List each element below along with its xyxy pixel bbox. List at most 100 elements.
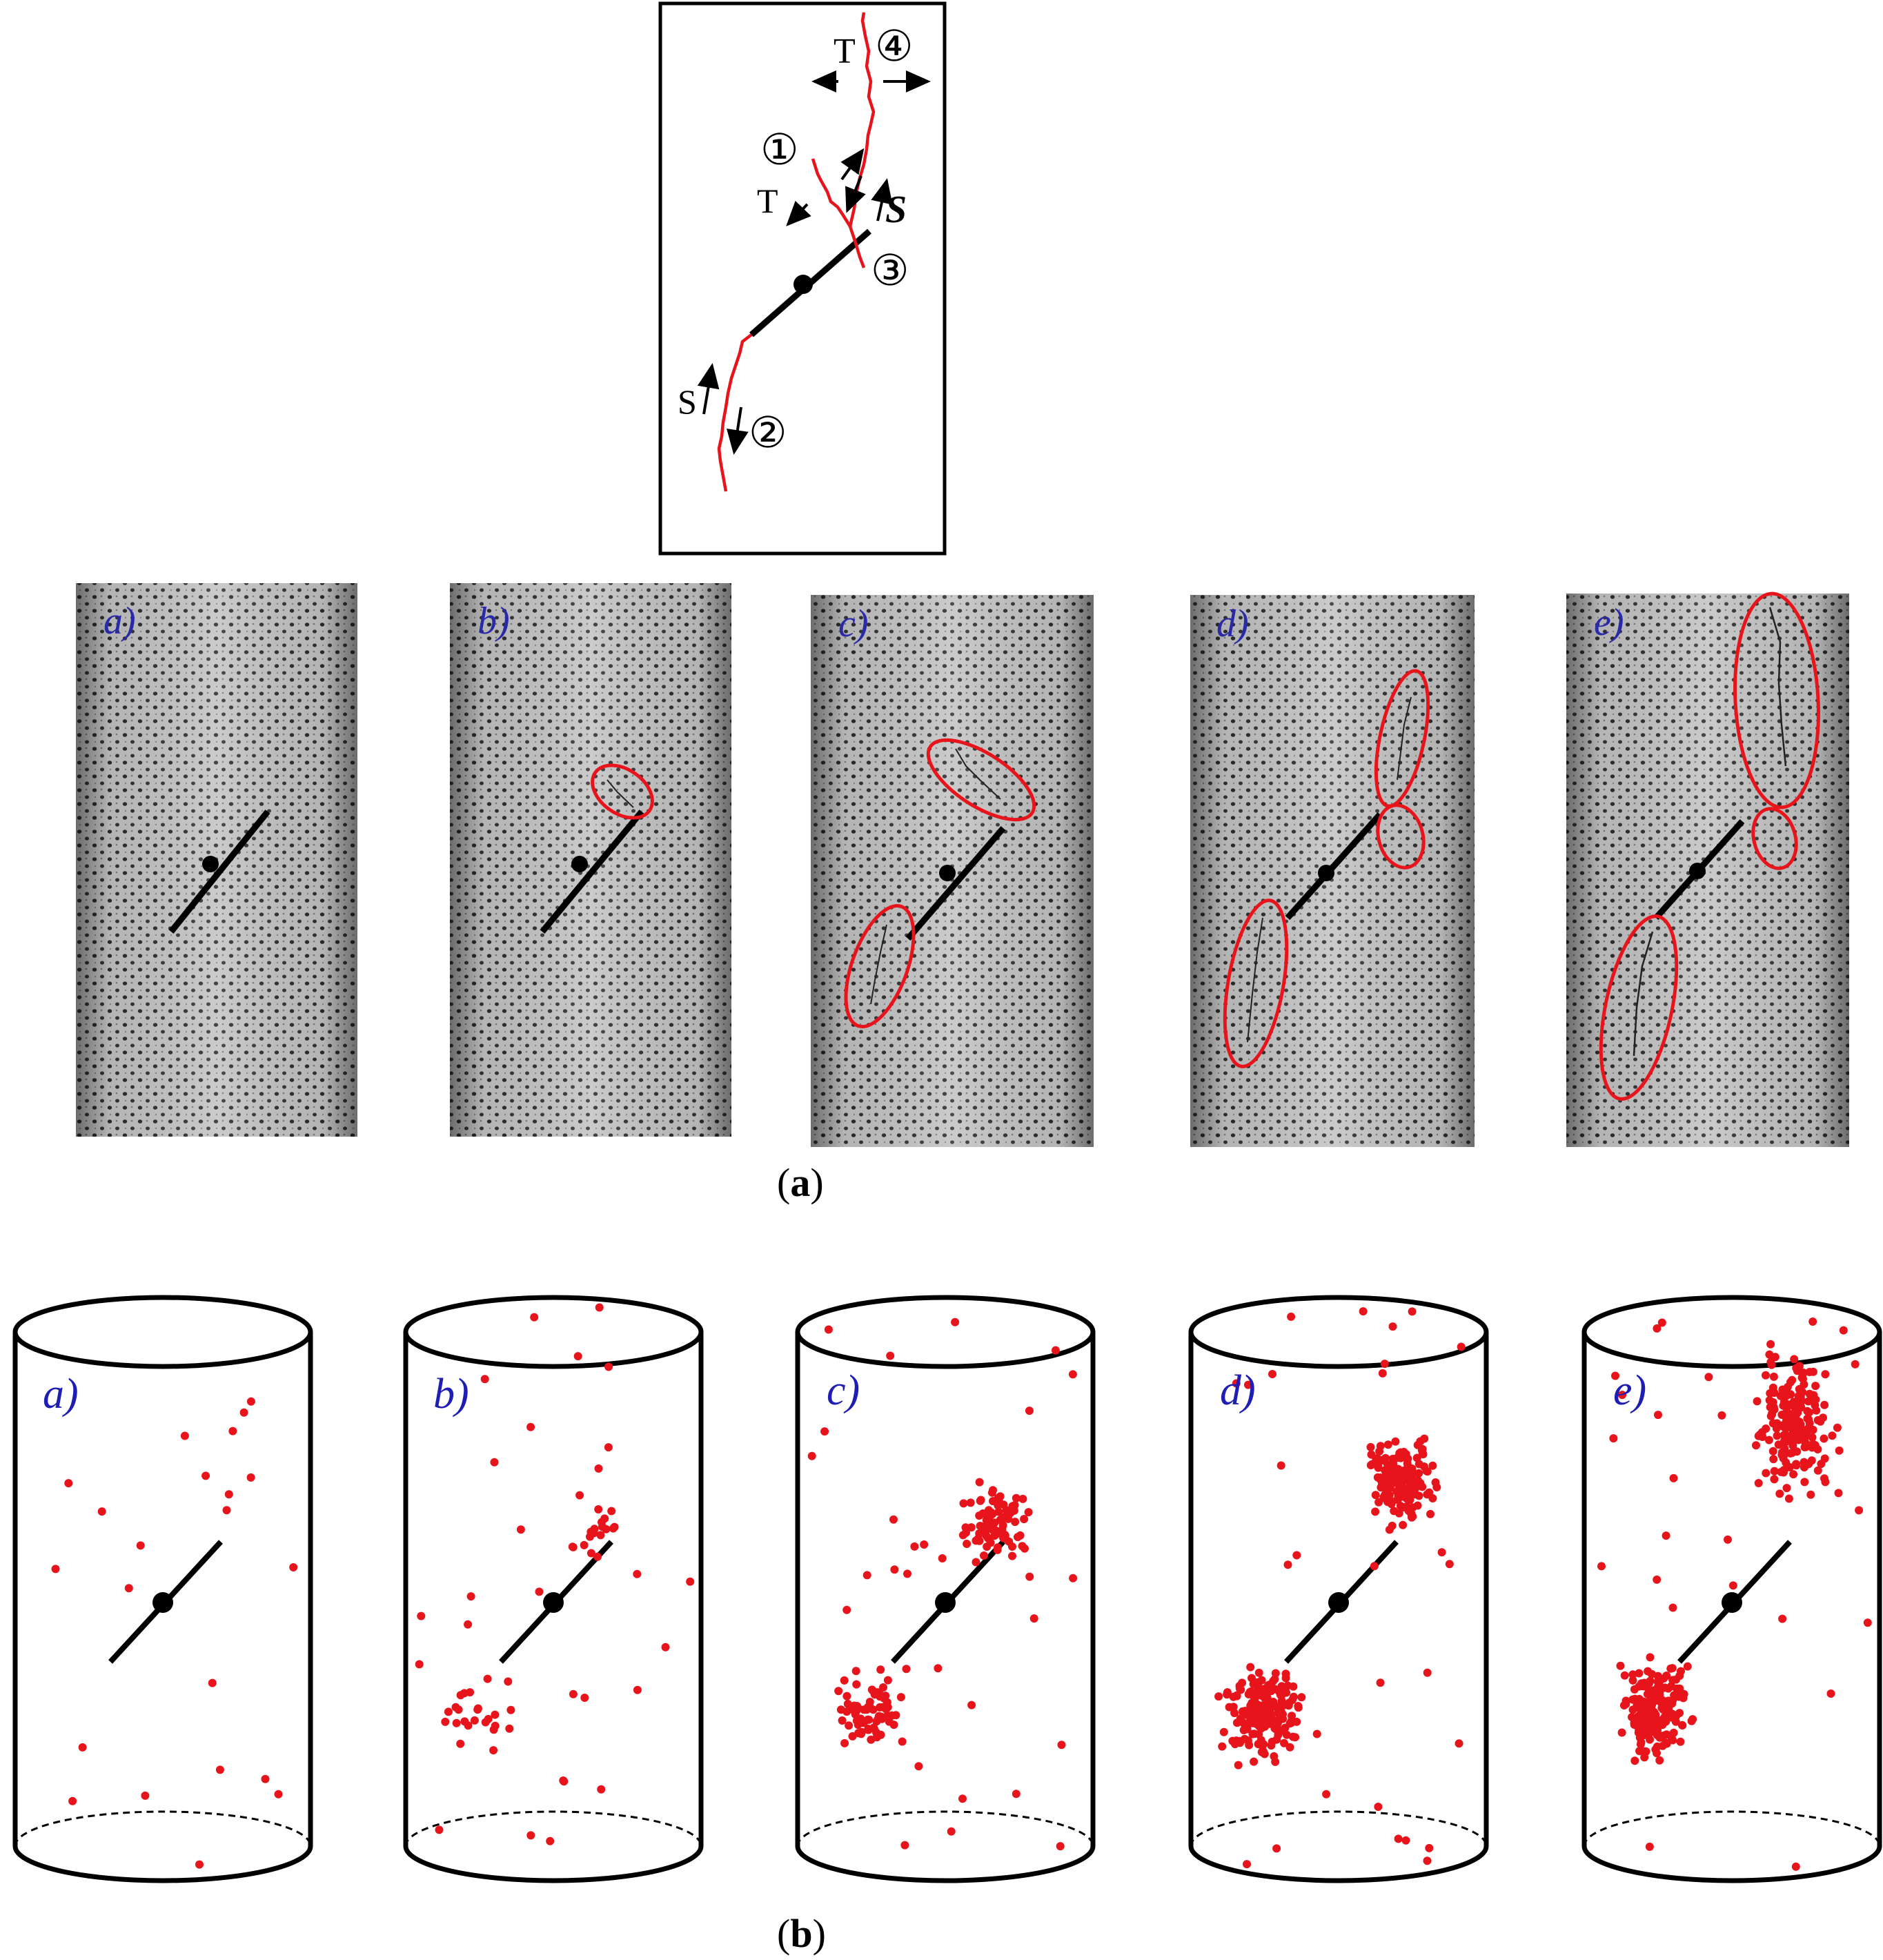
ae-event-dot bbox=[989, 1486, 997, 1495]
ae-event-dot bbox=[1245, 1687, 1254, 1696]
ae-event-dot bbox=[958, 1794, 967, 1803]
ae-event-dot bbox=[1805, 1389, 1814, 1398]
ae-event-dot bbox=[1280, 1738, 1288, 1747]
ae-event-dot bbox=[1268, 1370, 1276, 1378]
ae-event-dot bbox=[1653, 1749, 1661, 1758]
ae-event-dot bbox=[1704, 1373, 1713, 1382]
ae-event-dot bbox=[1234, 1761, 1243, 1770]
ae-event-dot bbox=[1243, 1736, 1252, 1745]
ae-event-dot bbox=[1406, 1494, 1414, 1503]
ae-event-dot bbox=[575, 1491, 584, 1500]
ae-event-dot bbox=[1620, 1671, 1629, 1680]
photo-c bbox=[811, 595, 1094, 1147]
ae-event-dot bbox=[417, 1611, 426, 1620]
ae-event-dot bbox=[1367, 1450, 1376, 1459]
ae-event-dot bbox=[1805, 1419, 1814, 1428]
ae-event-dot bbox=[1231, 1740, 1239, 1749]
cylinder-bottom-front bbox=[1188, 1845, 1489, 1883]
ae-event-dot bbox=[1250, 1729, 1259, 1738]
ae-event-dot bbox=[972, 1558, 980, 1567]
ae-event-dot bbox=[1766, 1389, 1775, 1398]
cylinder-bottom-front bbox=[12, 1845, 313, 1883]
ae-event-dot bbox=[1376, 1678, 1385, 1687]
ae-cylinder bbox=[795, 1295, 1096, 1883]
ae-event-dot bbox=[1786, 1449, 1795, 1458]
ae-event-dot bbox=[1628, 1670, 1637, 1679]
ae-event-dot bbox=[980, 1551, 988, 1560]
ae-event-dot bbox=[975, 1511, 984, 1520]
ae-event-dot bbox=[1657, 1703, 1666, 1712]
cylinder-bottom-front bbox=[1581, 1845, 1882, 1883]
ae-event-dot bbox=[1370, 1562, 1379, 1571]
ae-event-dot bbox=[1785, 1463, 1794, 1471]
ae-event-dot bbox=[516, 1525, 525, 1534]
ae-event-dot bbox=[883, 1712, 892, 1721]
ae-event-dot bbox=[842, 1605, 851, 1614]
ae-event-dot bbox=[1269, 1698, 1278, 1706]
ae-event-dot bbox=[1025, 1572, 1034, 1581]
ae-event-dot bbox=[865, 1698, 874, 1706]
ae-event-dot bbox=[1616, 1661, 1625, 1670]
ae-event-dot bbox=[483, 1674, 492, 1683]
ae-event-dot bbox=[1414, 1469, 1423, 1478]
ae-event-dot bbox=[473, 1705, 482, 1714]
ae-event-dot bbox=[1688, 1715, 1697, 1724]
ae-event-dot bbox=[526, 1422, 535, 1431]
ae-event-dot bbox=[1654, 1411, 1662, 1420]
ae-event-dot bbox=[838, 1716, 847, 1725]
ae-event-dot bbox=[1236, 1685, 1245, 1694]
ae-event-dot bbox=[851, 1667, 860, 1676]
ae-event-dot bbox=[594, 1464, 603, 1473]
ae-event-dot bbox=[1653, 1672, 1662, 1680]
ae-event-dot bbox=[1232, 1379, 1241, 1388]
ae-event-dot bbox=[1012, 1790, 1021, 1799]
ae-event-dot bbox=[879, 1683, 887, 1692]
ae-event-dot bbox=[852, 1680, 861, 1689]
ae-event-dot bbox=[883, 1698, 891, 1707]
flaw-center bbox=[152, 1592, 173, 1613]
cylinder-top bbox=[795, 1295, 1096, 1369]
ae-event-dot bbox=[1056, 1842, 1065, 1851]
ae-cylinder-row bbox=[12, 1295, 1882, 1883]
ae-event-dot bbox=[1254, 1668, 1263, 1677]
ae-event-dot bbox=[480, 1375, 489, 1384]
ae-event-dot bbox=[466, 1592, 475, 1601]
ae-event-dot bbox=[1399, 1520, 1408, 1529]
ae-event-dot bbox=[967, 1701, 976, 1709]
ae-event-dot bbox=[451, 1703, 460, 1712]
ae-event-dot bbox=[1819, 1413, 1827, 1422]
ae-event-dot bbox=[1766, 1403, 1775, 1411]
ae-event-dot bbox=[1792, 1460, 1800, 1469]
ae-event-dot bbox=[1769, 1372, 1778, 1381]
ae-event-dot bbox=[882, 1705, 891, 1714]
arrows bbox=[697, 70, 931, 455]
ae-event-dot bbox=[97, 1507, 106, 1516]
ae-event-dot bbox=[460, 1717, 469, 1726]
ae-event-dot bbox=[1230, 1709, 1239, 1718]
ae-event-dot bbox=[975, 1529, 984, 1538]
ae-event-dot bbox=[1282, 1730, 1291, 1739]
photo-b bbox=[450, 583, 731, 1137]
photo-letter-e: e) bbox=[1594, 601, 1624, 644]
ae-event-dot bbox=[444, 1707, 453, 1716]
ae-event-dot bbox=[1283, 1681, 1292, 1690]
ae-event-dot bbox=[1432, 1483, 1441, 1491]
flaw-center bbox=[1328, 1592, 1349, 1613]
ae-event-dot bbox=[1292, 1551, 1301, 1560]
ae-event-dot bbox=[1784, 1494, 1793, 1503]
ae-event-dot bbox=[1244, 1380, 1252, 1389]
ae-event-dot bbox=[1380, 1360, 1389, 1369]
ae-event-dot bbox=[1279, 1701, 1288, 1709]
ae-event-dot bbox=[1021, 1544, 1029, 1553]
crack-1-tensile bbox=[811, 158, 851, 228]
crack-highlight bbox=[591, 763, 654, 820]
ae-event-dot bbox=[1675, 1688, 1684, 1697]
schematic-t-left: T bbox=[757, 182, 778, 220]
ae-event-dot bbox=[1018, 1494, 1027, 1503]
ae-event-dot bbox=[976, 1522, 985, 1530]
ae-event-dot bbox=[947, 1827, 956, 1836]
ae-event-dot bbox=[1272, 1844, 1281, 1853]
ae-event-dot bbox=[914, 1762, 923, 1771]
ae-event-dot bbox=[1826, 1689, 1835, 1698]
ae-event-dot bbox=[1773, 1431, 1782, 1440]
